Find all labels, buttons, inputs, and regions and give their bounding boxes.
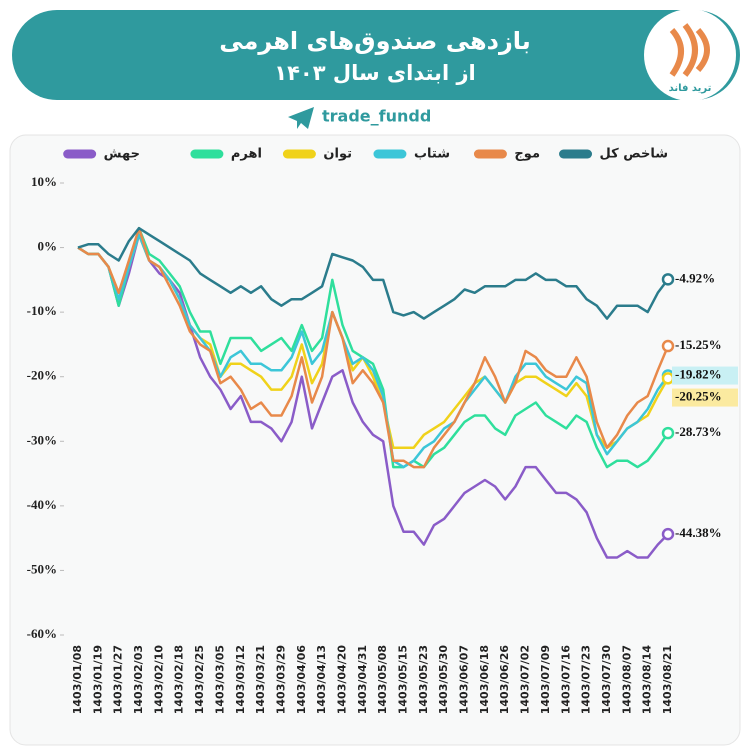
x-tick-label: 1403/04/31: [356, 645, 369, 714]
value-label: -15.25%: [675, 337, 722, 352]
legend-label: اهرم: [231, 147, 262, 162]
x-tick-label: 1403/08/07: [620, 645, 633, 714]
y-tick-label: -60%: [27, 626, 57, 641]
logo-circle: [644, 9, 736, 101]
header-banner: [12, 10, 740, 100]
handle: trade_fundd: [322, 107, 431, 126]
value-label: -4.92%: [675, 270, 715, 285]
x-tick-label: 1403/05/23: [417, 645, 430, 714]
x-tick-label: 1403/02/10: [152, 645, 165, 715]
x-tick-label: 1403/08/21: [661, 645, 674, 714]
series-line: [77, 226, 670, 469]
y-tick-label: -40%: [27, 497, 57, 512]
y-tick-label: 10%: [31, 174, 57, 189]
legend-label: موج: [514, 147, 540, 162]
series-line: [77, 226, 669, 320]
series-line: [77, 233, 669, 559]
header-subtitle: از ابتدای سال ۱۴۰۳: [274, 61, 476, 85]
x-tick-label: 1403/07/23: [580, 645, 593, 714]
value-label: -44.38%: [675, 525, 722, 540]
x-tick-label: 1403/05/15: [397, 645, 410, 714]
x-tick-label: 1403/01/19: [91, 645, 104, 714]
x-tick-label: 1403/02/18: [173, 645, 186, 714]
x-tick-label: 1403/07/30: [600, 645, 613, 715]
end-marker: [661, 426, 675, 440]
header-title: بازدهی صندوق‌های اهرمی: [219, 27, 531, 55]
value-label-bg: [672, 366, 738, 385]
x-tick-label: 1403/07/02: [519, 645, 532, 714]
x-tick-label: 1403/08/14: [641, 645, 654, 715]
x-tick-label: 1403/05/30: [437, 645, 450, 715]
chart-card: [9, 134, 741, 746]
x-tick-label: 1403/05/08: [376, 645, 389, 714]
value-label: -20.25%: [675, 389, 722, 404]
y-tick-label: 0%: [38, 239, 58, 254]
end-marker: [661, 527, 675, 541]
x-tick-label: 1403/04/06: [295, 645, 308, 715]
x-tick-label: 1403/03/29: [274, 645, 287, 714]
series-line: [77, 226, 670, 469]
value-label: -28.73%: [675, 424, 722, 439]
logo-mark: [669, 23, 710, 77]
x-tick-label: 1403/03/12: [234, 645, 247, 714]
y-tick-label: -20%: [27, 368, 57, 383]
x-tick-label: 1403/04/20: [335, 645, 348, 715]
end-marker: [661, 273, 675, 286]
telegram-icon: [288, 107, 314, 129]
value-label: -19.82%: [675, 367, 722, 382]
x-tick-label: 1403/04/13: [315, 645, 328, 714]
end-marker: [661, 339, 675, 353]
x-tick-label: 1403/02/03: [132, 645, 145, 714]
legend-label: جهش: [104, 147, 140, 162]
y-tick-label: -30%: [27, 432, 57, 447]
x-tick-label: 1403/01/27: [112, 645, 125, 714]
x-tick-label: 1403/07/09: [539, 645, 552, 714]
x-tick-label: 1403/06/26: [498, 645, 511, 715]
end-marker: [661, 372, 675, 385]
legend-label: توان: [323, 147, 352, 162]
x-tick-label: 1403/01/08: [71, 645, 84, 714]
value-label-bg: [672, 388, 738, 407]
legend-label: شاخص کل: [600, 147, 668, 162]
x-tick-label: 1403/06/18: [478, 645, 491, 714]
series-line: [77, 233, 670, 469]
x-tick-label: 1403/02/25: [193, 645, 206, 714]
y-tick-label: -10%: [27, 303, 57, 318]
x-tick-label: 1403/03/05: [213, 645, 226, 714]
legend-label: شتاب: [414, 147, 450, 162]
y-tick-label: -50%: [27, 561, 57, 576]
x-tick-label: 1403/03/21: [254, 645, 267, 714]
logo-text: ترید فاند: [669, 83, 712, 94]
x-tick-label: 1403/07/16: [559, 645, 572, 715]
x-tick-label: 1403/06/07: [458, 645, 471, 714]
